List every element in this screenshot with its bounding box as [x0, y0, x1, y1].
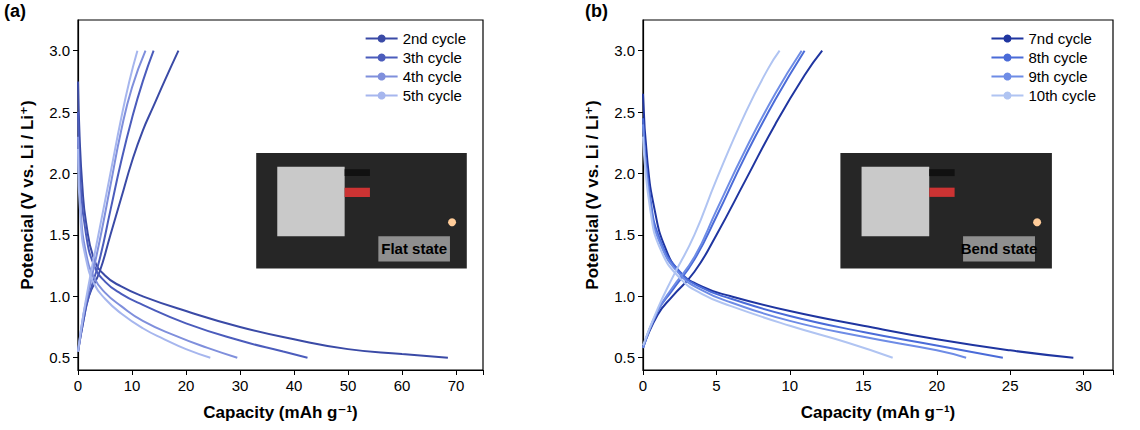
svg-text:60: 60 [394, 377, 411, 394]
svg-text:1.0: 1.0 [614, 288, 635, 305]
svg-text:7nd cycle: 7nd cycle [1028, 30, 1091, 47]
svg-text:5: 5 [712, 377, 720, 394]
svg-text:2.0: 2.0 [614, 165, 635, 182]
svg-text:4th cycle: 4th cycle [403, 68, 462, 85]
svg-text:1.0: 1.0 [49, 288, 70, 305]
svg-text:50: 50 [340, 377, 357, 394]
svg-text:2.5: 2.5 [49, 104, 70, 121]
svg-text:2.5: 2.5 [614, 104, 635, 121]
svg-text:Flat state: Flat state [381, 240, 447, 257]
svg-text:5th cycle: 5th cycle [403, 87, 462, 104]
svg-text:Potencial (V vs. Li / Li⁺): Potencial (V vs. Li / Li⁺) [583, 100, 602, 289]
svg-text:Bend state: Bend state [961, 240, 1038, 257]
svg-text:Capacity (mAh g⁻¹): Capacity (mAh g⁻¹) [203, 403, 357, 422]
svg-text:9th cycle: 9th cycle [1028, 68, 1087, 85]
svg-text:0: 0 [639, 377, 647, 394]
svg-text:3th cycle: 3th cycle [403, 49, 462, 66]
svg-text:3.0: 3.0 [49, 42, 70, 59]
svg-text:15: 15 [855, 377, 872, 394]
svg-text:(a): (a) [4, 1, 26, 21]
svg-text:8th cycle: 8th cycle [1028, 49, 1087, 66]
svg-text:(b): (b) [585, 1, 608, 21]
svg-text:40: 40 [286, 377, 303, 394]
svg-text:25: 25 [1002, 377, 1019, 394]
svg-text:10: 10 [124, 377, 141, 394]
svg-text:10th cycle: 10th cycle [1028, 87, 1096, 104]
svg-text:2.0: 2.0 [49, 165, 70, 182]
svg-text:2nd cycle: 2nd cycle [403, 30, 466, 47]
svg-text:20: 20 [178, 377, 195, 394]
svg-text:0: 0 [74, 377, 82, 394]
svg-text:30: 30 [232, 377, 249, 394]
svg-text:70: 70 [448, 377, 465, 394]
svg-text:1.5: 1.5 [614, 226, 635, 243]
svg-text:30: 30 [1075, 377, 1092, 394]
svg-text:0.5: 0.5 [49, 349, 70, 366]
svg-text:1.5: 1.5 [49, 226, 70, 243]
svg-text:Capacity (mAh g⁻¹): Capacity (mAh g⁻¹) [801, 403, 955, 422]
svg-text:0.5: 0.5 [614, 349, 635, 366]
svg-text:10: 10 [782, 377, 799, 394]
svg-text:3.0: 3.0 [614, 42, 635, 59]
svg-text:Potencial (V vs. Li / Li⁺): Potencial (V vs. Li / Li⁺) [18, 100, 37, 289]
svg-text:20: 20 [928, 377, 945, 394]
